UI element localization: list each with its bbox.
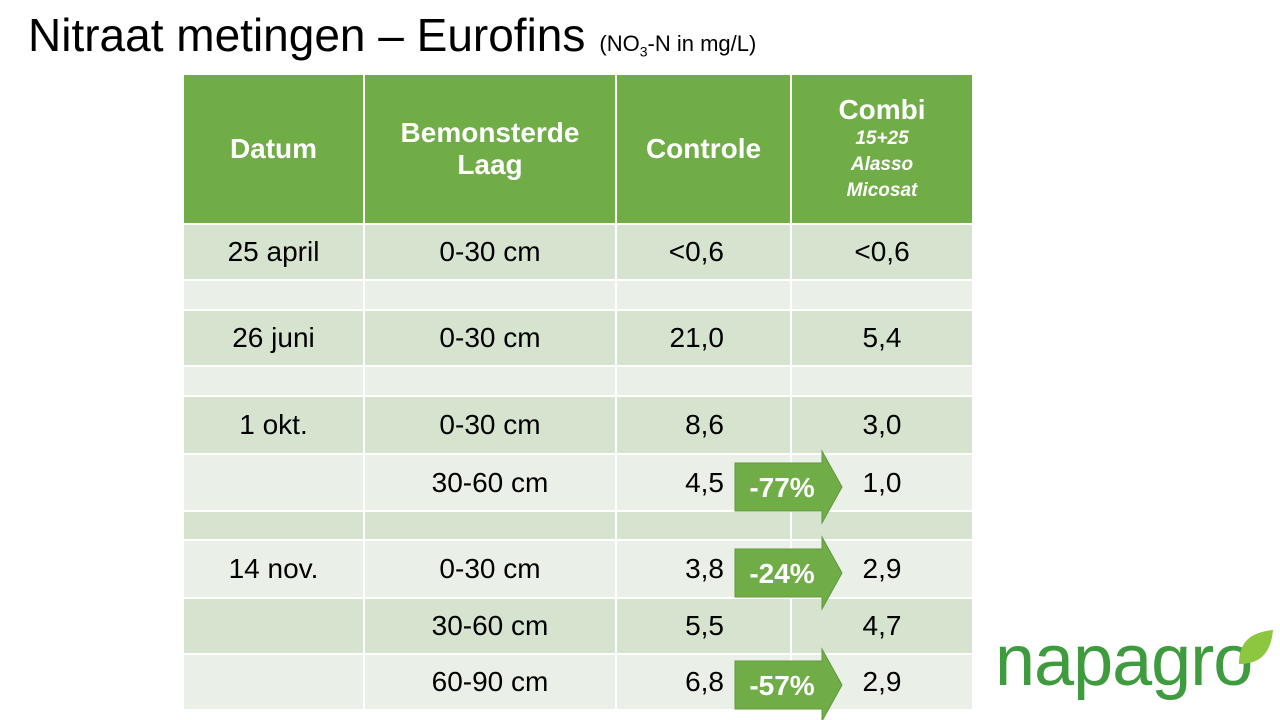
cell: 0-30 cm [363, 539, 617, 599]
cell [363, 510, 617, 541]
cell [182, 453, 365, 512]
cell: 1 okt. [182, 395, 365, 455]
row: 26 juni 0-30 cm 21,0 5,4 [182, 309, 974, 367]
cell: 3,0 [790, 395, 974, 455]
cell: <0,6 [790, 223, 974, 281]
cell: <0,6 [615, 223, 792, 281]
row [182, 510, 974, 541]
arrow: -57% [734, 647, 843, 720]
leaf [1239, 630, 1273, 664]
title: Nitraat metingen – Eurofins (NO3-N in mg/… [28, 8, 756, 62]
cell: 0-30 cm [363, 223, 617, 281]
title-text: Nitraat metingen – Eurofins [28, 9, 586, 61]
row: 30-60 cm 5,5 4,7 [182, 597, 974, 655]
detail: 15+25 [855, 128, 909, 149]
cell: 5,5 [615, 597, 792, 655]
cell: 30-60 cm [363, 597, 617, 655]
cell: 8,6 [615, 395, 792, 455]
cell [363, 279, 617, 311]
cell [615, 279, 792, 311]
logo: napagro [995, 620, 1273, 702]
cell: 0-30 cm [363, 309, 617, 367]
cell [790, 365, 974, 397]
cell: 60-90 cm [363, 653, 617, 711]
header-text: Combi [838, 94, 926, 125]
arrow-label: -77% [749, 472, 814, 503]
cell [182, 279, 365, 311]
subtitle-part: -N in mg/L) [647, 31, 757, 56]
cell: 5,4 [790, 309, 974, 367]
subtitle-sub: 3 [639, 43, 648, 60]
arrow-shape [734, 449, 843, 525]
cell [790, 510, 974, 541]
header-cell: Controle [615, 73, 792, 225]
cell: 0-30 cm [363, 395, 617, 455]
cell: 21,0 [615, 309, 792, 367]
arrow: -24% [734, 535, 843, 611]
cell [615, 510, 792, 541]
cell [790, 279, 974, 311]
cell [363, 365, 617, 397]
arrow-shape [734, 647, 843, 720]
cell [182, 653, 365, 711]
cell [615, 365, 792, 397]
row: 14 nov. 0-30 cm 3,8 2,9 [182, 539, 974, 599]
row: 1 okt. 0-30 cm 8,6 3,0 [182, 395, 974, 455]
cell: 26 juni [182, 309, 365, 367]
header-cell: Datum [182, 73, 365, 225]
cell: 30-60 cm [363, 453, 617, 512]
arrow-shape [734, 535, 843, 611]
arrow-label: -57% [749, 670, 814, 701]
row [182, 279, 974, 311]
detail: Alasso [850, 154, 914, 175]
subtitle-part: (NO [599, 31, 640, 56]
subtitle: (NO3-N in mg/L) [599, 31, 757, 60]
logo-text: napagro [995, 621, 1253, 701]
arrow-label: -24% [749, 558, 814, 589]
detail: Micosat [846, 180, 918, 201]
cell: 25 april [182, 223, 365, 281]
cell [182, 365, 365, 397]
header-cell: Combi 15+25 Alasso Micosat [790, 73, 974, 225]
row [182, 365, 974, 397]
row: 25 april 0-30 cm <0,6 <0,6 [182, 223, 974, 281]
cell: 14 nov. [182, 539, 365, 599]
cell [182, 510, 365, 541]
cell: 4,7 [790, 597, 974, 655]
cell [182, 597, 365, 655]
header-cell: Bemonsterde Laag [363, 73, 617, 225]
arrow: -77% [734, 449, 843, 525]
